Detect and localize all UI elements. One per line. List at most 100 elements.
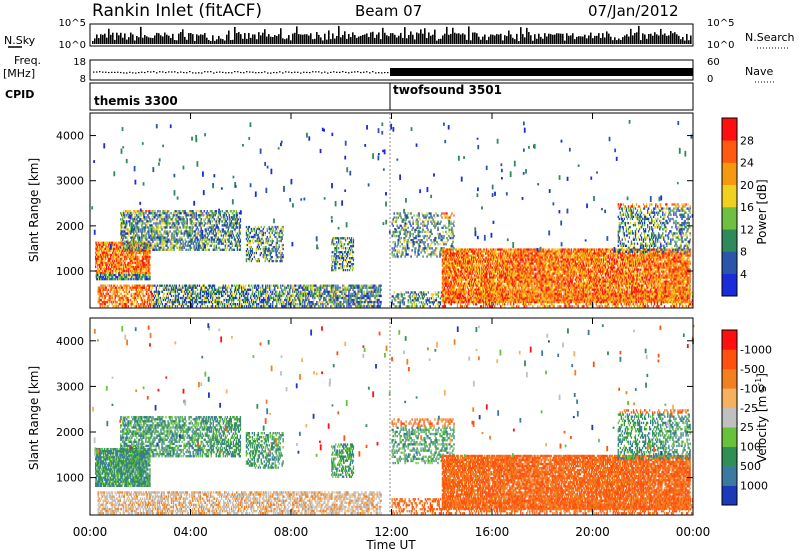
heatmap-cell xyxy=(319,288,321,291)
heatmap-cell xyxy=(202,294,205,298)
heatmap-cell xyxy=(289,288,291,291)
heatmap-cell xyxy=(219,218,221,221)
heatmap-cell xyxy=(113,284,115,287)
heatmap-cell xyxy=(258,245,260,249)
heatmap-cell xyxy=(330,288,332,291)
freq-dot xyxy=(168,71,170,73)
heatmap-cell xyxy=(220,242,222,245)
heatmap-cell xyxy=(293,300,295,304)
heatmap-cell xyxy=(133,292,135,296)
heatmap-cell xyxy=(376,296,378,300)
nsky-bar xyxy=(220,38,222,44)
heatmap-cell xyxy=(98,249,100,253)
nsky-bar xyxy=(258,32,260,44)
heatmap-cell xyxy=(370,300,372,304)
heatmap-cell xyxy=(182,296,185,300)
heatmap-cell xyxy=(106,292,108,296)
heatmap-cell xyxy=(202,214,204,217)
heatmap-cell xyxy=(118,298,120,302)
freq-dot xyxy=(300,72,302,74)
heatmap-cell xyxy=(201,240,203,243)
heatmap-cell xyxy=(209,284,212,287)
heatmap-cell xyxy=(183,226,185,229)
nsky-bar xyxy=(560,33,562,44)
heatmap-cell xyxy=(272,225,274,229)
heatmap-cell xyxy=(114,286,116,289)
heatmap-cell xyxy=(207,214,209,217)
heatmap-cell xyxy=(130,265,132,269)
heatmap-cell xyxy=(164,212,166,215)
heatmap-cell xyxy=(326,288,328,291)
heatmap-cell xyxy=(115,302,117,306)
heatmap-cell xyxy=(314,296,316,300)
heatmap-cell xyxy=(157,216,159,219)
heatmap-cell xyxy=(257,239,259,243)
nsky-bar xyxy=(680,39,682,44)
heatmap-cell xyxy=(197,244,199,247)
heatmap-cell xyxy=(306,292,308,296)
heatmap-cell xyxy=(259,296,261,300)
heatmap-cell xyxy=(317,294,319,298)
heatmap-cell xyxy=(199,224,201,227)
freq-dot xyxy=(147,71,149,73)
heatmap-cell xyxy=(200,288,203,291)
heatmap-cell xyxy=(312,305,314,308)
heatmap-cell xyxy=(263,292,265,296)
heatmap-cell xyxy=(219,230,221,233)
date-label: 07/Jan/2012 xyxy=(588,2,679,20)
heatmap-cell xyxy=(129,212,131,215)
heatmap-cell xyxy=(332,241,334,244)
nsky-bar xyxy=(528,32,530,44)
heatmap-cell xyxy=(106,265,108,269)
heatmap-cell xyxy=(165,218,167,221)
heatmap-cell xyxy=(130,245,132,249)
heatmap-cell xyxy=(279,235,281,239)
heatmap-cell xyxy=(277,298,279,302)
heatmap-cell xyxy=(230,216,233,219)
heatmap-cell xyxy=(171,284,174,287)
heatmap-cell xyxy=(189,210,191,213)
heatmap-cell xyxy=(192,302,195,306)
heatmap-cell xyxy=(205,292,208,296)
freq-dot xyxy=(372,71,374,73)
nsky-bar xyxy=(272,36,274,44)
heatmap-cell xyxy=(333,292,335,296)
heatmap-cell xyxy=(103,251,105,255)
heatmap-cell xyxy=(212,238,214,241)
heatmap-cell xyxy=(159,302,162,306)
nsky-bar xyxy=(352,32,354,44)
heatmap-cell xyxy=(272,229,274,233)
heatmap-cell xyxy=(323,288,325,291)
heatmap-cell xyxy=(271,229,273,233)
heatmap-cell xyxy=(203,234,205,237)
heatmap-cell xyxy=(124,248,126,251)
heatmap-cell xyxy=(212,296,215,300)
heatmap-cell xyxy=(295,298,297,302)
nsky-bar xyxy=(160,35,162,44)
heatmap-cell xyxy=(179,242,181,245)
nsky-bar xyxy=(394,34,396,44)
heatmap-cell xyxy=(220,305,223,308)
heatmap-cell xyxy=(173,284,176,287)
heatmap-cell xyxy=(135,218,137,221)
heatmap-cell xyxy=(130,228,132,231)
heatmap-cell xyxy=(213,300,216,304)
heatmap-cell xyxy=(109,277,111,281)
heatmap-cell xyxy=(226,286,229,289)
heatmap-cell xyxy=(380,300,382,304)
heatmap-cell xyxy=(166,216,168,219)
heatmap-cell xyxy=(156,240,158,243)
nsky-bar xyxy=(654,32,656,44)
heatmap-cell xyxy=(121,269,123,273)
heatmap-cell xyxy=(368,300,370,304)
heatmap-cell xyxy=(141,220,143,223)
heatmap-cell xyxy=(309,305,311,308)
heatmap-cell xyxy=(259,231,261,235)
nsky-bar xyxy=(154,35,156,44)
heatmap-cell xyxy=(166,232,168,235)
heatmap-cell xyxy=(221,220,223,223)
heatmap-cell xyxy=(138,277,140,281)
heatmap-cell xyxy=(180,232,182,235)
heatmap-cell xyxy=(159,238,161,241)
heatmap-cell xyxy=(143,302,145,306)
